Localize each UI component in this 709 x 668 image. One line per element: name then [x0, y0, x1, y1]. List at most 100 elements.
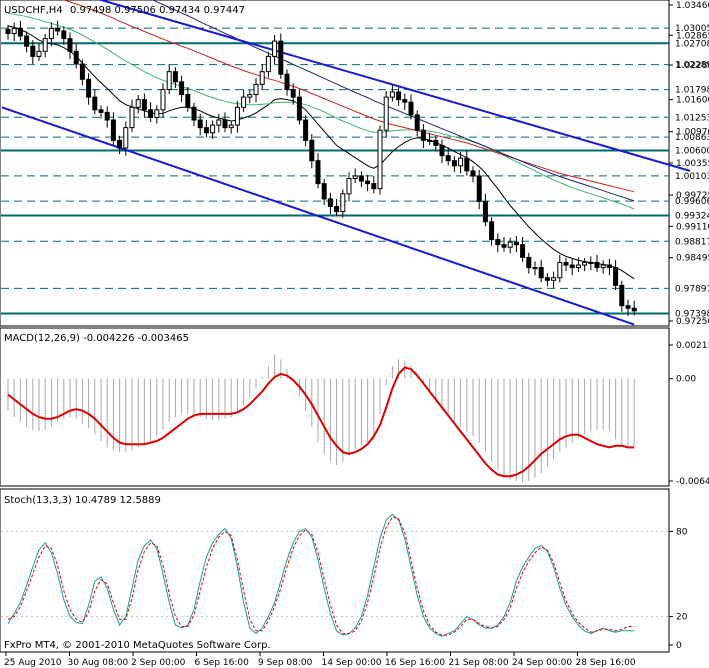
ohlc-label: 0.97498 0.97506 0.97434 0.97447 — [70, 5, 245, 16]
candle-body — [352, 175, 358, 180]
stoch-levels — [1, 530, 669, 618]
trend-line — [97, 0, 691, 172]
time-tick-label: 25 Aug 2010 — [4, 658, 62, 668]
level-label: 1.01253 — [675, 113, 709, 123]
time-tick-label: 6 Sep 16:00 — [195, 658, 250, 668]
time-axis: 25 Aug 2010 30 Aug 08:00 2 Sep 00:00 6 Sep … — [4, 652, 636, 668]
stoch-main-line — [7, 513, 635, 638]
price-panel-frame — [0, 0, 670, 327]
candle-body — [296, 96, 302, 121]
candle-body — [613, 267, 619, 286]
macd-signal-line — [7, 366, 635, 478]
macd-histogram — [7, 354, 635, 483]
level-label-bg — [670, 235, 709, 248]
candle-body — [358, 175, 364, 182]
level-label: 0.99324 — [675, 211, 709, 221]
level-label-bg — [670, 209, 709, 222]
candle-body — [191, 106, 197, 121]
candle-body — [123, 127, 129, 149]
level-label-bg — [670, 144, 709, 157]
stoch-axis: 80 20 0 — [669, 527, 688, 651]
candle-body — [402, 99, 408, 103]
candle-body — [327, 198, 333, 208]
level-label-bg — [670, 282, 709, 295]
copyright-label: FxPro MT4, © 2001-2010 MetaQuotes Softwa… — [4, 640, 271, 651]
candle-body — [129, 106, 135, 129]
candle-body — [154, 109, 160, 118]
level-label: 1.00863 — [675, 133, 709, 143]
candle-body — [160, 88, 166, 111]
candle-body — [520, 244, 526, 258]
price-tick-label: 1.01600 — [676, 96, 709, 106]
candle-body — [482, 200, 488, 223]
candle-body — [309, 139, 315, 162]
candle-body — [334, 206, 340, 213]
level-label: 0.99606 — [675, 197, 709, 207]
candle-body — [284, 73, 290, 90]
candle-body — [427, 139, 433, 142]
level-label: 1.02708 — [675, 39, 709, 49]
candle-body — [445, 155, 451, 162]
candle-body — [67, 38, 73, 52]
candle-body — [117, 139, 123, 149]
candle-body — [365, 180, 371, 185]
candle-body — [476, 175, 482, 202]
candle-body — [11, 27, 17, 34]
candle-body — [30, 45, 36, 57]
time-tick-label: 30 Aug 08:00 — [68, 658, 129, 668]
candle-body — [619, 284, 625, 307]
candle-body — [544, 277, 550, 281]
stoch-tick-label: 20 — [676, 613, 688, 623]
stoch-lines — [7, 513, 635, 638]
candle-body — [396, 91, 402, 101]
moving-average-line — [7, 25, 635, 280]
candle-body — [234, 106, 240, 126]
candle-body — [197, 119, 203, 129]
candle-body — [538, 267, 544, 279]
candle-body — [203, 127, 209, 134]
candle-body — [532, 267, 538, 270]
candle-body — [24, 35, 30, 47]
candle-body — [222, 119, 228, 129]
candle-body — [563, 261, 569, 266]
candle-body — [61, 30, 67, 40]
stoch-label: Stoch(13,3,3) 10.4789 12.5889 — [4, 495, 161, 506]
level-label: 1.00103 — [675, 172, 709, 182]
candle-body — [631, 307, 637, 312]
price-tick-label: 1.00355 — [676, 159, 709, 169]
candle-body — [228, 124, 234, 129]
moving-average-line — [151, 0, 635, 202]
trend-line — [1, 106, 635, 326]
macd-axis: 0.00211 0.00 -0.0064 — [669, 341, 709, 487]
time-tick-label: 14 Sep 00:00 — [322, 658, 382, 668]
candle-body — [141, 99, 147, 111]
candle-body — [135, 99, 141, 108]
level-label: 1.00600 — [675, 147, 709, 157]
macd-tick-label: -0.0064 — [676, 477, 709, 487]
candle-body — [36, 50, 42, 57]
candle-body — [371, 183, 377, 190]
price-tick-label: 1.00970 — [676, 128, 709, 138]
candle-body — [557, 261, 563, 279]
moving-average-line — [7, 12, 635, 210]
price-tick-label: 1.02280 — [676, 61, 709, 71]
candle-body — [507, 241, 513, 248]
level-label-bg — [670, 307, 709, 320]
candle-body — [166, 71, 172, 90]
candle-body — [55, 27, 61, 32]
candle-body — [513, 241, 519, 246]
level-label: 0.97398 — [675, 309, 709, 319]
level-label-bg — [670, 37, 709, 50]
candle-body — [588, 261, 594, 264]
candle-body — [17, 27, 23, 37]
level-label-bg — [670, 83, 709, 96]
candle-body — [315, 160, 321, 185]
candle-body — [383, 96, 389, 131]
candle-body — [216, 119, 222, 126]
level-label-bg — [670, 131, 709, 144]
candle-body — [470, 170, 476, 177]
candle-body — [489, 221, 495, 241]
candle-body — [321, 183, 327, 200]
candle-body — [98, 109, 104, 113]
price-tick-label: 1.02865 — [676, 31, 709, 41]
